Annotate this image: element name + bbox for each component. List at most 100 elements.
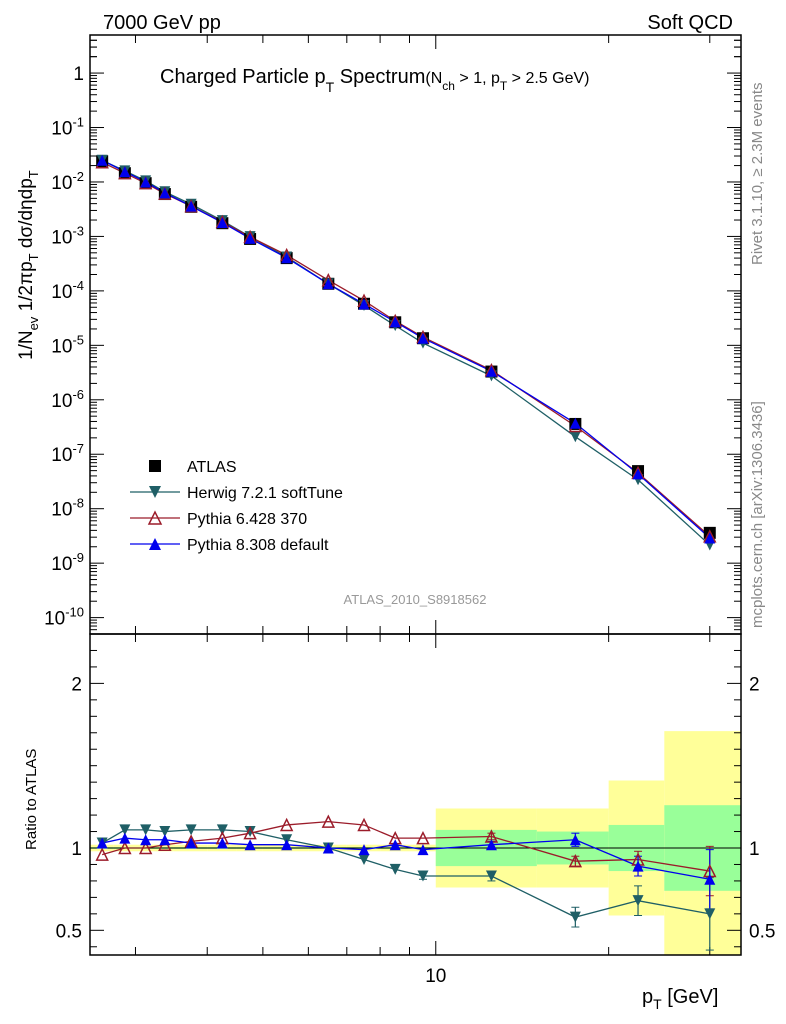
data-point-ratio bbox=[140, 824, 152, 836]
y-tick-label: 10-8 bbox=[51, 496, 84, 521]
data-point-main bbox=[244, 232, 256, 244]
series-line-main bbox=[101, 159, 711, 539]
data-point-ratio bbox=[159, 826, 171, 838]
data-point-main bbox=[632, 468, 644, 480]
data-point-ratio bbox=[243, 826, 257, 840]
data-point-ratio bbox=[632, 895, 644, 907]
series-line-main bbox=[101, 161, 711, 537]
legend-marker bbox=[147, 510, 163, 525]
legend: ATLAS Herwig 7.2.1 softTune Pythia 6.428 3… bbox=[130, 459, 343, 554]
y-tick-label: 10-9 bbox=[51, 550, 84, 575]
y-tick-label: 10-5 bbox=[51, 332, 84, 357]
data-point-ratio bbox=[416, 830, 430, 845]
ratio-frame bbox=[89, 633, 742, 956]
legend-label: Pythia 6.428 370 bbox=[187, 511, 307, 528]
y-tick-label: 10-10 bbox=[44, 605, 84, 630]
x-axis-label: pT [GeV] bbox=[642, 986, 718, 1012]
analysis-id: ATLAS_2010_S8918562 bbox=[344, 592, 487, 607]
rivet-label: Rivet 3.1.10, ≥ 2.3M events bbox=[749, 83, 766, 266]
title-cond-c: > 2.5 GeV) bbox=[507, 70, 589, 87]
data-point-ratio bbox=[140, 834, 152, 846]
data-point-main bbox=[281, 252, 293, 264]
y-axis-label-main: 1/Nev 1/2πpT dσ/dηdpT bbox=[16, 170, 41, 360]
data-point-ratio bbox=[322, 842, 334, 854]
data-point-ratio bbox=[185, 837, 197, 849]
ratio-tick-label-right: 1 bbox=[749, 839, 760, 860]
data-point-ratio bbox=[244, 826, 256, 838]
title-cond-a-sub: ch bbox=[442, 79, 455, 93]
data-point-ratio bbox=[389, 839, 401, 851]
series-lines bbox=[101, 159, 714, 951]
title-main-sub: T bbox=[326, 79, 335, 95]
data-point-ratio bbox=[632, 860, 644, 872]
y-tick-label: 10-1 bbox=[51, 115, 84, 140]
ratio-tick-label-right: 2 bbox=[749, 674, 760, 695]
data-point-main bbox=[159, 187, 171, 199]
data-point-main bbox=[389, 316, 401, 328]
title-cond-b-sub: T bbox=[500, 79, 508, 93]
y-tick-label: 10-7 bbox=[51, 441, 84, 466]
title-main-pre: Charged Particle p bbox=[160, 66, 326, 88]
data-point-ratio bbox=[279, 817, 294, 832]
ratio-tick-label-right: 0.5 bbox=[749, 921, 775, 942]
header-right: Soft QCD bbox=[647, 12, 733, 34]
title-cond-a: (N bbox=[425, 70, 442, 87]
data-point-ratio bbox=[358, 844, 370, 856]
data-point-ratio bbox=[96, 837, 108, 849]
data-point-ratio bbox=[704, 908, 716, 920]
data-point-ratio bbox=[119, 824, 131, 836]
ratio-tick-label: 0.5 bbox=[56, 921, 82, 942]
data-point-main bbox=[185, 200, 197, 212]
data-point-ratio bbox=[216, 824, 228, 836]
legend-label: Herwig 7.2.1 softTune bbox=[187, 485, 343, 502]
y-tick-label: 10-3 bbox=[51, 223, 84, 248]
legend-marker bbox=[149, 486, 161, 498]
data-point-ratio bbox=[569, 911, 581, 923]
data-point-main bbox=[569, 431, 581, 443]
data-point-ratio bbox=[138, 840, 153, 855]
data-point-main bbox=[417, 332, 429, 344]
data-point-ratio bbox=[119, 832, 131, 844]
plot-title: Charged Particle pT Spectrum(Nch > 1, pT… bbox=[160, 66, 589, 95]
x-tick-label: 10 bbox=[425, 966, 446, 987]
data-point-ratio bbox=[159, 834, 171, 846]
data-point-main bbox=[140, 176, 152, 188]
data-point-ratio bbox=[485, 839, 497, 851]
data-point-main bbox=[704, 532, 716, 544]
data-point-ratio bbox=[568, 853, 583, 868]
data-point-ratio bbox=[389, 863, 401, 875]
ratio-tick-label: 1 bbox=[71, 839, 82, 860]
y-tick-label: 10-6 bbox=[51, 387, 84, 412]
data-point-ratio bbox=[569, 834, 581, 846]
data-point-main bbox=[358, 298, 370, 310]
title-main-post: Spectrum bbox=[334, 66, 425, 88]
data-point-main bbox=[322, 278, 334, 290]
data-point-ratio bbox=[244, 839, 256, 851]
data-point-main bbox=[569, 417, 581, 429]
y-tick-label: 10-4 bbox=[51, 278, 84, 303]
legend-marker bbox=[149, 538, 161, 550]
data-point-main bbox=[216, 217, 228, 229]
series-line-ratio bbox=[102, 837, 710, 880]
data-point-ratio bbox=[485, 870, 497, 882]
series-line-ratio bbox=[101, 821, 710, 872]
data-point-ratio bbox=[95, 847, 109, 861]
data-point-ratio bbox=[185, 824, 197, 836]
legend-label: Pythia 8.308 default bbox=[187, 537, 329, 554]
data-point-main bbox=[119, 166, 131, 178]
data-point-ratio bbox=[357, 817, 371, 832]
data-point-main bbox=[96, 154, 108, 166]
legend-label: ATLAS bbox=[187, 459, 237, 476]
markers bbox=[95, 154, 717, 923]
legend-marker bbox=[149, 460, 161, 472]
data-point-ratio bbox=[417, 870, 429, 882]
series-line-ratio bbox=[101, 829, 710, 918]
data-point-ratio bbox=[216, 837, 228, 849]
data-point-ratio bbox=[704, 873, 716, 885]
data-point-ratio bbox=[281, 839, 293, 851]
data-point-main bbox=[485, 365, 497, 377]
mcplots-label: mcplots.cern.ch [arXiv:1306.3436] bbox=[749, 401, 766, 628]
data-point-ratio bbox=[358, 854, 370, 866]
y-tick-label: 1 bbox=[73, 64, 84, 85]
